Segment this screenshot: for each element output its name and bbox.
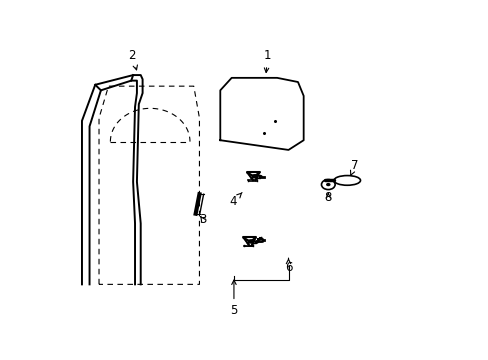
- Text: 3: 3: [199, 213, 206, 226]
- Text: 1: 1: [264, 49, 271, 72]
- Circle shape: [260, 176, 261, 177]
- Text: 8: 8: [324, 190, 331, 203]
- Circle shape: [253, 176, 255, 177]
- Circle shape: [249, 241, 251, 242]
- Circle shape: [255, 180, 256, 181]
- Text: 4: 4: [229, 193, 242, 208]
- Text: 2: 2: [128, 49, 137, 70]
- Circle shape: [325, 183, 330, 186]
- Text: 5: 5: [230, 280, 237, 317]
- Circle shape: [259, 240, 261, 241]
- Text: 6: 6: [284, 258, 292, 274]
- Text: 7: 7: [350, 159, 358, 175]
